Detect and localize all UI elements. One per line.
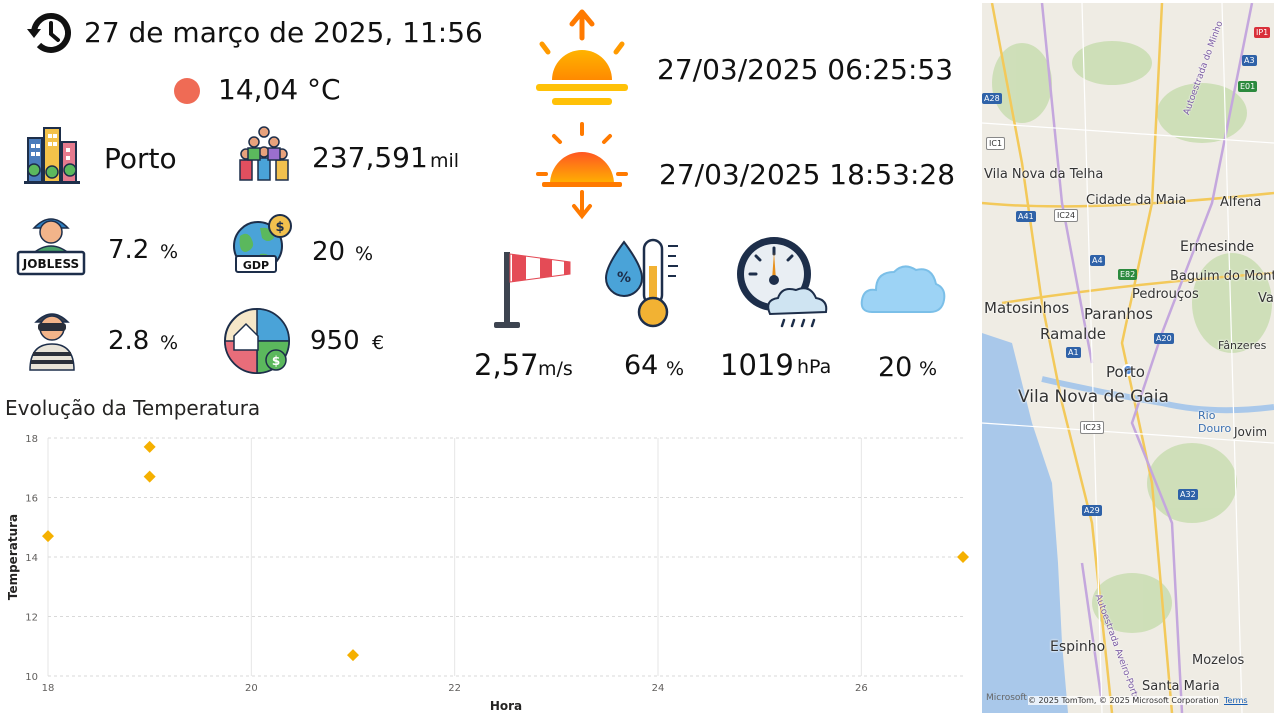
map-label: Alfena	[1220, 195, 1262, 210]
chart-title: Evolução da Temperatura	[5, 396, 261, 420]
gdp-globe-icon: $ GDP	[233, 214, 292, 273]
road-shield: A1	[1066, 347, 1081, 358]
map-label: Porto	[1106, 363, 1145, 381]
city-buildings-icon	[24, 127, 80, 184]
crime-unit: %	[160, 332, 179, 354]
map-label: Ramalde	[1040, 325, 1107, 343]
map-label: Mozelos	[1192, 653, 1245, 668]
cost-unit: €	[372, 332, 385, 354]
chart-y-axis-label: Temperatura	[6, 514, 20, 600]
svg-text:JOBLESS: JOBLESS	[22, 257, 79, 271]
map-label: Pedrouços	[1132, 287, 1199, 302]
map-label: Espinho	[1050, 639, 1106, 655]
map-label: Vila Nova da Telha	[984, 167, 1104, 182]
map-label: Matosinhos	[984, 299, 1070, 317]
chart-x-axis-label: Hora	[490, 699, 522, 713]
road-shield: IC1	[986, 137, 1006, 150]
chart-y-tick-label: 18	[25, 434, 38, 445]
cost-of-living-icon: $	[224, 308, 290, 374]
sunset-icon	[536, 122, 628, 220]
temperature-status-dot	[174, 78, 200, 104]
map-label: Ermesinde	[1180, 239, 1255, 255]
gdp-value: 20	[312, 237, 346, 267]
population-unit: mil	[430, 150, 460, 172]
road-shield: A29	[1082, 505, 1102, 516]
chart-data-point[interactable]	[42, 530, 54, 543]
chart-data-point[interactable]	[143, 440, 156, 453]
svg-text:$: $	[272, 354, 280, 368]
map-label: Fânzeres	[1218, 339, 1267, 352]
road-shield: E01	[1238, 81, 1258, 92]
chart-data-point[interactable]	[143, 470, 156, 483]
chart-y-tick-label: 14	[25, 553, 38, 564]
road-shield: A32	[1178, 489, 1198, 500]
map-label: Valongo	[1258, 291, 1274, 306]
road-shield: A20	[1154, 333, 1174, 344]
population-crowd-icon	[239, 126, 289, 181]
gdp-unit: %	[355, 243, 374, 265]
barometer-icon	[737, 237, 828, 328]
map-label: Baguim do Monte	[1170, 269, 1274, 284]
svg-text:%: %	[617, 270, 631, 286]
road-shield: A3	[1242, 55, 1257, 66]
map-label: Jovim	[1234, 425, 1268, 439]
map-label: Paranhos	[1084, 305, 1153, 323]
city-name: Porto	[104, 142, 177, 175]
unemployment-value: 7.2	[108, 235, 150, 265]
chart-x-tick-label: 20	[245, 683, 258, 694]
wind-value: 2,57	[474, 348, 539, 382]
sunrise-time: 27/03/2025 06:25:53	[657, 53, 954, 86]
road-shield: E82	[1118, 269, 1138, 280]
chart-data-point[interactable]	[347, 649, 359, 662]
map-label: Santa Maria	[1142, 679, 1220, 694]
crime-thief-icon	[29, 313, 75, 371]
road-shield: A41	[1016, 211, 1036, 222]
map-terms-link[interactable]: Terms	[1224, 696, 1248, 705]
chart-data-point[interactable]	[957, 551, 969, 563]
road-shield: A4	[1090, 255, 1105, 266]
temperature-scatter-chart: 26 24 22 20 18 18 16 14 12 10 Temperatura Hora	[6, 434, 969, 713]
svg-text:GDP: GDP	[243, 259, 269, 272]
chart-y-tick-label: 12	[25, 613, 38, 624]
road-shield: IP1	[1254, 27, 1271, 38]
map-provider-logo: Microsoft	[986, 693, 1027, 703]
map-terrain	[982, 3, 1274, 713]
sunrise-icon	[536, 9, 628, 105]
pressure-unit: hPa	[797, 356, 832, 378]
chart-x-tick-label: 24	[652, 683, 665, 694]
current-temperature: 14,04 °C	[218, 73, 341, 106]
clouds-unit: %	[919, 358, 938, 380]
map-label: Cidade da Maia	[1086, 193, 1187, 208]
history-clock-icon	[27, 12, 71, 53]
road-shield: A28	[982, 93, 1002, 104]
wind-unit: m/s	[538, 358, 573, 380]
map-label: Rio Douro	[1198, 409, 1232, 435]
chart-x-tick-label: 26	[855, 683, 868, 694]
humidity-value: 64	[624, 350, 659, 381]
crime-value: 2.8	[108, 326, 150, 356]
pressure-value: 1019	[720, 348, 794, 382]
unemployment-unit: %	[160, 241, 179, 263]
clouds-value: 20	[878, 352, 913, 383]
population-value: 237,591	[312, 141, 428, 174]
sunset-time: 27/03/2025 18:53:28	[659, 158, 956, 191]
chart-x-tick-label: 18	[42, 683, 55, 694]
humidity-unit: %	[666, 358, 685, 380]
current-datetime: 27 de março de 2025, 11:56	[84, 16, 483, 49]
chart-x-tick-label: 22	[448, 683, 461, 694]
map-label: Vila Nova de Gaia	[1018, 387, 1169, 407]
windsock-icon	[494, 252, 571, 328]
svg-text:$: $	[275, 220, 284, 235]
map-attribution: © 2025 TomTom, © 2025 Microsoft Corporat…	[1028, 696, 1219, 705]
road-shield: IC24	[1054, 209, 1079, 222]
road-shield: IC23	[1080, 421, 1105, 434]
jobless-person-icon: JOBLESS	[16, 218, 86, 276]
map-view[interactable]: Vila Nova da Telha Cidade da Maia Alfena…	[982, 3, 1274, 713]
cost-value: 950	[310, 326, 360, 356]
chart-y-tick-label: 10	[25, 672, 38, 683]
humidity-thermometer-icon: %	[604, 238, 678, 328]
chart-y-tick-label: 16	[25, 494, 38, 505]
cloud-icon	[860, 265, 946, 313]
